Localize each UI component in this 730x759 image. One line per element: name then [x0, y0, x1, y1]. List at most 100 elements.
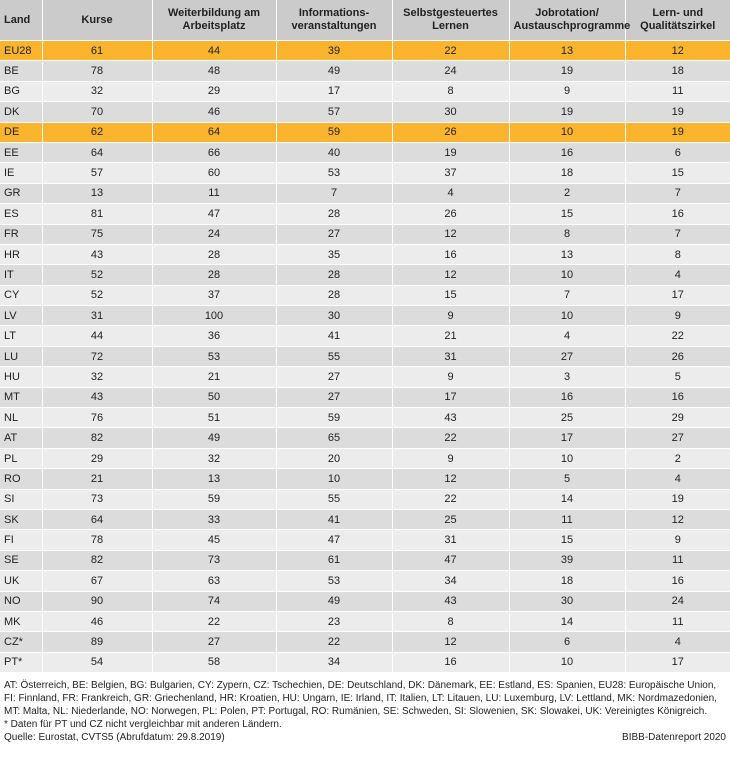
table-row: PL 29 32 20 9 10 2	[0, 447, 730, 469]
value-cell: 90	[41, 590, 152, 612]
value-cell: 81	[41, 203, 152, 225]
value-cell: 9	[391, 447, 509, 469]
value-cell: 47	[275, 529, 392, 551]
value-cell: 31	[391, 345, 509, 367]
table-footer: AT: Österreich, BE: Belgien, BG: Bulgari…	[4, 679, 726, 744]
value-cell: 5	[624, 366, 730, 388]
country-code-cell: EU28	[0, 39, 42, 61]
value-cell: 28	[275, 203, 392, 225]
value-cell: 25	[508, 407, 625, 428]
value-cell: 46	[151, 101, 276, 123]
value-cell: 18	[508, 162, 625, 184]
value-cell: 12	[391, 264, 509, 286]
table-row: SI 73 59 55 22 14 19	[0, 488, 730, 510]
value-cell: 26	[391, 121, 509, 143]
value-cell: 8	[624, 243, 730, 265]
abbreviations-note: AT: Österreich, BE: Belgien, BG: Bulgari…	[4, 680, 717, 717]
value-cell: 6	[508, 631, 625, 653]
value-cell: 16	[391, 651, 509, 673]
country-code-cell: MT	[0, 386, 42, 408]
value-cell: 10	[508, 447, 625, 469]
value-cell: 44	[41, 325, 152, 347]
column-header: Selbstgesteuertes Lernen	[391, 0, 509, 41]
value-cell: 27	[508, 345, 625, 367]
value-cell: 60	[151, 162, 276, 184]
header-row: Land Kurse Weiterbildung am Arbeitsplatz In…	[0, 0, 730, 41]
value-cell: 7	[624, 182, 730, 204]
value-cell: 17	[275, 80, 392, 102]
table-row-highlighted: DE 62 64 59 26 10 19	[0, 121, 730, 143]
value-cell: 49	[151, 427, 276, 449]
country-code-cell: FR	[0, 223, 42, 245]
country-code-cell: PT*	[0, 651, 42, 673]
table-row: HR 43 28 35 16 13 8	[0, 243, 730, 265]
value-cell: 22	[151, 610, 276, 632]
value-cell: 11	[624, 549, 730, 571]
source-line: Quelle: Eurostat, CVTS5 (Abrufdatum: 29.…	[4, 731, 726, 744]
value-cell: 6	[624, 141, 730, 163]
value-cell: 12	[391, 223, 509, 245]
value-cell: 55	[275, 345, 392, 367]
table-row: HU 32 21 27 9 3 5	[0, 366, 730, 388]
value-cell: 22	[391, 427, 509, 449]
value-cell: 3	[508, 366, 625, 388]
value-cell: 43	[41, 243, 152, 265]
value-cell: 16	[391, 243, 509, 265]
value-cell: 48	[151, 60, 276, 82]
value-cell: 11	[151, 182, 276, 204]
value-cell: 64	[151, 121, 276, 143]
value-cell: 8	[391, 80, 509, 102]
value-cell: 22	[391, 488, 509, 510]
value-cell: 62	[41, 121, 152, 143]
value-cell: 74	[151, 590, 276, 612]
value-cell: 24	[624, 590, 730, 612]
value-cell: 21	[41, 468, 152, 490]
value-cell: 70	[41, 101, 152, 123]
value-cell: 66	[151, 141, 276, 163]
value-cell: 32	[41, 366, 152, 388]
value-cell: 61	[275, 549, 392, 571]
value-cell: 13	[151, 468, 276, 490]
value-cell: 50	[151, 386, 276, 408]
table-row: AT 82 49 65 22 17 27	[0, 427, 730, 449]
column-header: Kurse	[41, 0, 152, 41]
value-cell: 49	[275, 590, 392, 612]
value-cell: 19	[508, 101, 625, 123]
value-cell: 89	[41, 631, 152, 653]
value-cell: 55	[275, 488, 392, 510]
value-cell: 11	[508, 508, 625, 530]
value-cell: 25	[391, 508, 509, 530]
table-row: SK 64 33 41 25 11 12	[0, 508, 730, 530]
value-cell: 40	[275, 141, 392, 163]
value-cell: 32	[41, 80, 152, 102]
table-row: MK 46 22 23 8 14 11	[0, 610, 730, 632]
value-cell: 14	[508, 610, 625, 632]
value-cell: 28	[275, 284, 392, 306]
table-row: ES 81 47 28 26 15 16	[0, 203, 730, 225]
column-header-land: Land	[0, 0, 42, 41]
value-cell: 57	[41, 162, 152, 184]
table-row: SE 82 73 61 47 39 11	[0, 549, 730, 571]
value-cell: 37	[391, 162, 509, 184]
value-cell: 19	[508, 60, 625, 82]
value-cell: 10	[508, 651, 625, 673]
value-cell: 78	[41, 60, 152, 82]
table-row: FI 78 45 47 31 15 9	[0, 529, 730, 551]
value-cell: 8	[391, 610, 509, 632]
table-row: IE 57 60 53 37 18 15	[0, 162, 730, 184]
value-cell: 63	[151, 570, 276, 592]
table-row: BE 78 48 49 24 19 18	[0, 60, 730, 82]
value-cell: 52	[41, 284, 152, 306]
value-cell: 65	[275, 427, 392, 449]
country-code-cell: BE	[0, 60, 42, 82]
value-cell: 21	[151, 366, 276, 388]
country-code-cell: EE	[0, 141, 42, 163]
value-cell: 11	[624, 80, 730, 102]
value-cell: 58	[151, 651, 276, 673]
value-cell: 54	[41, 651, 152, 673]
value-cell: 19	[624, 121, 730, 143]
value-cell: 16	[508, 386, 625, 408]
table-row: CZ* 89 27 22 12 6 4	[0, 631, 730, 653]
value-cell: 82	[41, 549, 152, 571]
